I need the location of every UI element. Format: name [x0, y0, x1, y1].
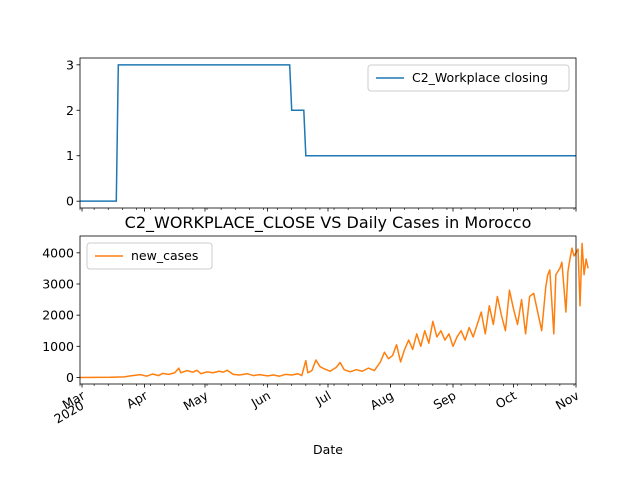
legend-box	[86, 242, 213, 270]
new-cases-y-ticks: 0 1000 2000 3000 4000	[42, 245, 80, 385]
y-tick-label: 2000	[42, 308, 74, 323]
y-tick-label: 3	[66, 57, 74, 72]
y-tick-label: 3000	[42, 276, 74, 291]
workplace-closing-axes-frame	[79, 57, 577, 209]
x-axis-label: Date	[313, 442, 343, 457]
new-cases-legend: new_cases	[86, 242, 213, 270]
workplace-closing-series-line	[80, 64, 576, 202]
x-tick-label: Jul	[312, 388, 333, 409]
legend-label-workplace-closing: C2_Workplace closing	[412, 70, 548, 85]
workplace-closing-y-ticks: 0 1 2 3	[66, 57, 80, 209]
y-tick-label: 0	[66, 194, 74, 209]
y-tick-label: 0	[66, 370, 74, 385]
y-tick-label: 1	[66, 148, 74, 163]
new-cases-series-line	[79, 242, 589, 379]
legend-label-new-cases: new_cases	[131, 248, 198, 263]
y-tick-label: 1000	[42, 339, 74, 354]
new-cases-axes-frame	[79, 235, 577, 385]
workplace-closing-legend: C2_Workplace closing	[367, 64, 570, 92]
y-tick-label: 2	[66, 103, 74, 118]
y-tick-label: 4000	[42, 245, 74, 260]
legend-box	[367, 64, 570, 92]
workplace-closing-axes: 0 1 2 3 C2_Workplace closing	[66, 57, 577, 212]
chart-title: C2_WORKPLACE_CLOSE VS Daily Cases in Mor…	[125, 213, 532, 233]
